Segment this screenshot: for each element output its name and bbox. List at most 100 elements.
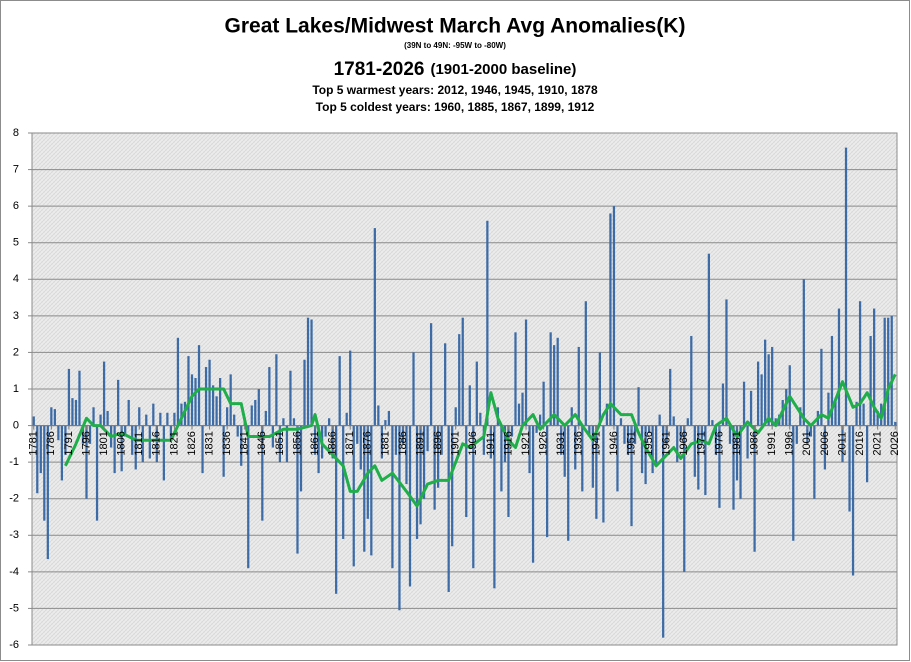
x-tick-label: 1881 bbox=[379, 431, 391, 455]
bar bbox=[739, 425, 742, 499]
bar bbox=[102, 361, 106, 426]
x-tick-label: 1826 bbox=[186, 431, 198, 455]
bar bbox=[131, 425, 134, 455]
bar bbox=[271, 425, 274, 448]
bar bbox=[46, 425, 49, 560]
bar bbox=[64, 425, 67, 455]
bar bbox=[693, 425, 696, 477]
bar bbox=[194, 378, 197, 426]
bar bbox=[890, 315, 893, 426]
bar bbox=[528, 425, 531, 474]
bar bbox=[222, 425, 225, 477]
bar bbox=[419, 425, 422, 525]
bar bbox=[823, 425, 827, 470]
bar bbox=[352, 425, 355, 567]
x-tick-label: 1901 bbox=[450, 431, 462, 455]
bar bbox=[581, 425, 584, 492]
bar bbox=[619, 418, 623, 426]
bar bbox=[415, 425, 419, 539]
chart-title: Great Lakes/Midwest March Avg Anomalies(… bbox=[225, 15, 686, 38]
bar bbox=[482, 425, 485, 455]
bar bbox=[795, 425, 798, 444]
bar bbox=[408, 425, 412, 587]
bar bbox=[605, 403, 609, 426]
bar bbox=[834, 399, 837, 426]
bar bbox=[651, 425, 654, 474]
bar bbox=[275, 354, 278, 426]
bar bbox=[735, 425, 739, 481]
bar bbox=[215, 396, 218, 426]
bar bbox=[820, 348, 823, 426]
bar bbox=[458, 334, 461, 426]
bar bbox=[226, 407, 229, 426]
x-tick-label: 1861 bbox=[309, 431, 321, 455]
bar bbox=[809, 425, 812, 437]
bar bbox=[764, 339, 767, 426]
bar bbox=[683, 425, 686, 572]
bar bbox=[437, 425, 440, 488]
bar bbox=[53, 409, 56, 426]
x-tick-label: 2026 bbox=[889, 431, 901, 455]
warmest-years: Top 5 warmest years: 2012, 1946, 1945, 1… bbox=[312, 83, 598, 97]
bar bbox=[704, 425, 707, 496]
bar bbox=[176, 337, 180, 426]
bar bbox=[690, 335, 693, 426]
x-tick-label: 1871 bbox=[344, 431, 356, 455]
x-tick-label: 1996 bbox=[784, 431, 796, 455]
period: 1781-2026 bbox=[334, 59, 425, 80]
bar bbox=[830, 335, 834, 426]
bar bbox=[345, 412, 348, 426]
x-tick-label: 1811 bbox=[133, 432, 145, 456]
bar bbox=[472, 425, 475, 569]
bar bbox=[57, 425, 60, 441]
bar bbox=[556, 337, 559, 426]
bar bbox=[785, 389, 788, 426]
bar bbox=[240, 425, 243, 466]
bar bbox=[303, 359, 306, 426]
bar bbox=[697, 425, 700, 490]
bar bbox=[313, 425, 317, 455]
x-tick-label: 1791 bbox=[63, 431, 75, 455]
bar bbox=[623, 425, 626, 444]
bar bbox=[342, 425, 345, 539]
bar bbox=[169, 425, 173, 441]
bar bbox=[679, 425, 682, 441]
x-tick-label: 1891 bbox=[414, 431, 426, 455]
y-tick-label: -2 bbox=[9, 493, 19, 505]
bar bbox=[387, 410, 391, 426]
bar bbox=[454, 407, 457, 426]
x-tick-label: 1961 bbox=[661, 431, 673, 455]
bar bbox=[876, 410, 879, 426]
bar bbox=[686, 418, 689, 426]
x-tick-label: 1801 bbox=[98, 431, 110, 455]
bar bbox=[700, 425, 703, 444]
x-tick-label: 1936 bbox=[573, 431, 585, 455]
bar bbox=[524, 319, 528, 426]
bar bbox=[887, 317, 890, 426]
x-tick-label: 1951 bbox=[625, 431, 637, 455]
bar bbox=[218, 378, 222, 426]
bar bbox=[813, 425, 816, 499]
y-tick-label: 7 bbox=[13, 163, 19, 175]
bar bbox=[711, 420, 714, 426]
bar bbox=[612, 206, 616, 426]
x-tick-label: 1786 bbox=[45, 431, 57, 455]
bar bbox=[725, 299, 728, 426]
x-tick-label: 1831 bbox=[203, 431, 215, 455]
bar bbox=[546, 425, 549, 538]
bar bbox=[134, 425, 137, 470]
coldest-years: Top 5 coldest years: 1960, 1885, 1867, 1… bbox=[316, 100, 595, 114]
bar bbox=[676, 425, 679, 463]
x-tick-label: 1876 bbox=[362, 431, 374, 455]
bar bbox=[159, 412, 162, 426]
bar bbox=[771, 346, 774, 426]
bar bbox=[190, 374, 194, 426]
bar bbox=[658, 414, 661, 426]
bar bbox=[335, 425, 338, 594]
bar bbox=[626, 425, 630, 455]
bar bbox=[398, 425, 401, 611]
bar bbox=[162, 425, 165, 481]
y-tick-label: 5 bbox=[13, 237, 19, 249]
